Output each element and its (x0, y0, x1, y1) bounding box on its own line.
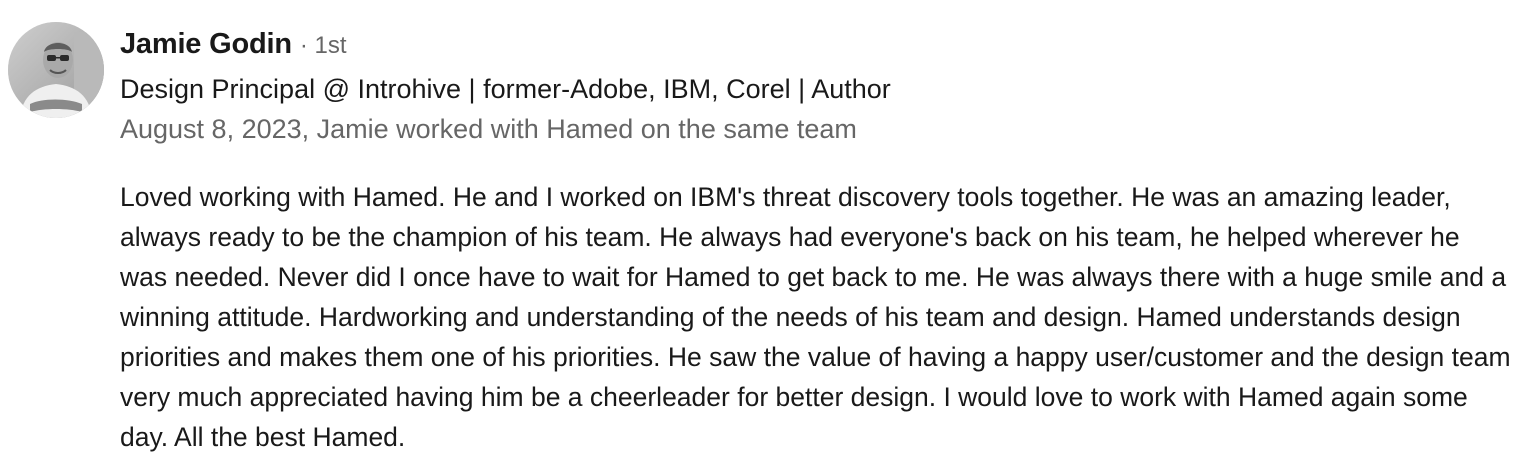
connection-degree: · 1st (299, 32, 347, 59)
recommendation-meta: August 8, 2023, Jamie worked with Hamed … (120, 114, 857, 144)
profile-photo-icon (8, 22, 104, 118)
avatar[interactable] (8, 22, 104, 118)
recommender-headline: Design Principal @ Introhive | former-Ad… (120, 74, 891, 104)
recommendation-text: Loved working with Hamed. He and I worke… (120, 182, 1511, 452)
name-line: Jamie Godin · 1st (120, 28, 347, 68)
recommender-name[interactable]: Jamie Godin (120, 28, 292, 60)
